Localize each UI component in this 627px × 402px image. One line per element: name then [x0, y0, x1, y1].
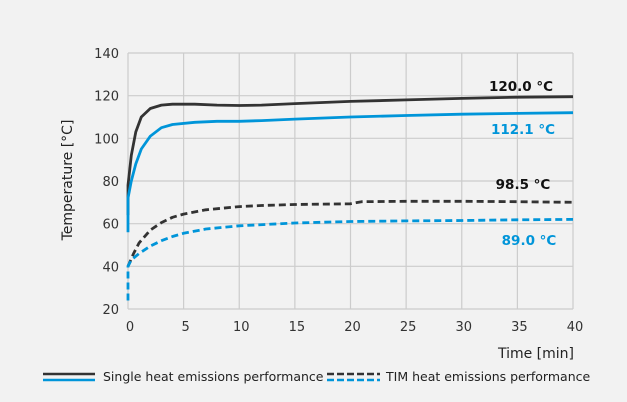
x-tick-label: 0 — [126, 320, 134, 335]
y-tick-label: 80 — [102, 175, 119, 190]
ticks: 0 5 10 15 20 25 30 35 40 20 40 60 80 100 120 140 — [94, 47, 583, 335]
legend-label-tim: TIM heat emissions performance — [385, 369, 590, 384]
x-tick-label: 15 — [289, 320, 306, 335]
y-tick-label: 40 — [102, 260, 119, 275]
series-group — [126, 95, 574, 301]
x-tick-label: 25 — [400, 320, 417, 335]
annotation-single-dark: 120.0 °C — [489, 79, 553, 95]
legend-label-single: Single heat emissions performance — [103, 369, 324, 384]
x-tick-label: 40 — [567, 320, 584, 335]
y-axis-label: Temperature [°C] — [60, 120, 76, 242]
series-line-3 — [126, 218, 574, 301]
annotation-single-blue: 112.1 °C — [491, 122, 555, 138]
series-line-0 — [126, 95, 574, 216]
y-tick-label: 140 — [94, 47, 119, 62]
x-tick-label: 35 — [511, 320, 528, 335]
y-tick-label: 120 — [94, 90, 119, 105]
x-tick-label: 30 — [455, 320, 472, 335]
series-line-1 — [126, 111, 574, 233]
y-tick-label: 20 — [102, 303, 119, 318]
x-tick-label: 10 — [233, 320, 250, 335]
y-tick-label: 100 — [94, 132, 119, 147]
x-tick-label: 5 — [181, 320, 189, 335]
x-axis-label: Time [min] — [497, 346, 574, 362]
y-tick-label: 60 — [102, 218, 119, 233]
annotation-tim-blue: 89.0 °C — [502, 233, 557, 249]
grid — [127, 52, 574, 310]
series-line-2 — [126, 199, 574, 267]
legend: Single heat emissions performance TIM he… — [43, 369, 590, 384]
x-tick-label: 20 — [344, 320, 361, 335]
annotation-tim-dark: 98.5 °C — [496, 177, 551, 193]
